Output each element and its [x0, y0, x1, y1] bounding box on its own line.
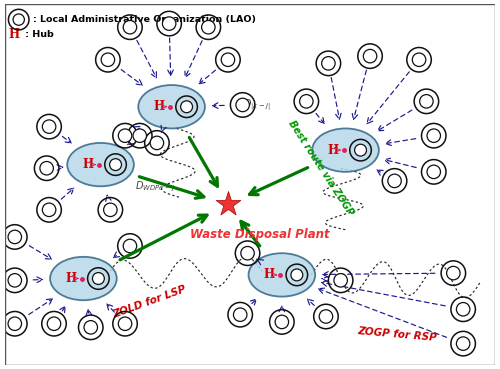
Ellipse shape — [427, 165, 440, 179]
Ellipse shape — [8, 273, 22, 287]
Point — [224, 201, 232, 207]
Ellipse shape — [150, 136, 164, 150]
Ellipse shape — [300, 94, 313, 108]
Ellipse shape — [312, 128, 379, 172]
Ellipse shape — [101, 53, 114, 66]
Ellipse shape — [13, 14, 24, 25]
Ellipse shape — [84, 321, 98, 334]
Ellipse shape — [138, 85, 205, 128]
Text: H: H — [264, 268, 275, 282]
Ellipse shape — [364, 49, 377, 63]
Ellipse shape — [92, 273, 104, 284]
Text: $D_{WDPe-j}$: $D_{WDPe-j}$ — [135, 179, 175, 193]
Ellipse shape — [275, 315, 288, 329]
Text: Best route via ZOGP: Best route via ZOGP — [286, 119, 356, 218]
Ellipse shape — [118, 317, 132, 331]
Text: : Local Administrative Organization (LAO): : Local Administrative Organization (LAO… — [34, 15, 256, 24]
Text: Waste Disposal Plant: Waste Disposal Plant — [190, 228, 330, 241]
Ellipse shape — [104, 203, 117, 217]
Ellipse shape — [8, 230, 22, 244]
Text: H: H — [328, 144, 338, 157]
Ellipse shape — [334, 273, 347, 287]
Text: H: H — [65, 272, 76, 285]
Ellipse shape — [42, 120, 56, 133]
Ellipse shape — [322, 56, 335, 70]
Ellipse shape — [180, 101, 192, 113]
Ellipse shape — [241, 246, 254, 260]
Text: $D_{|k-j|}$: $D_{|k-j|}$ — [242, 97, 270, 113]
Ellipse shape — [162, 17, 176, 30]
Ellipse shape — [50, 257, 116, 300]
Ellipse shape — [319, 310, 332, 323]
Ellipse shape — [133, 129, 146, 142]
Ellipse shape — [8, 317, 22, 331]
Ellipse shape — [291, 269, 303, 281]
Ellipse shape — [354, 144, 366, 156]
Ellipse shape — [123, 239, 136, 253]
Ellipse shape — [412, 53, 426, 66]
Ellipse shape — [456, 337, 470, 350]
Ellipse shape — [118, 129, 132, 142]
Text: ZOGP for RSP: ZOGP for RSP — [357, 326, 437, 343]
Ellipse shape — [248, 253, 315, 297]
Ellipse shape — [123, 20, 136, 34]
Ellipse shape — [388, 174, 402, 187]
Text: H: H — [82, 158, 94, 171]
Ellipse shape — [420, 94, 433, 108]
Ellipse shape — [67, 143, 134, 186]
Text: H: H — [8, 28, 20, 41]
Text: ZOLD for LSP: ZOLD for LSP — [112, 284, 188, 320]
Ellipse shape — [236, 98, 250, 112]
Ellipse shape — [202, 20, 215, 34]
Ellipse shape — [234, 308, 247, 321]
Ellipse shape — [40, 162, 54, 175]
Ellipse shape — [446, 266, 460, 280]
Text: : Hub: : Hub — [22, 30, 54, 39]
Text: H: H — [154, 100, 164, 113]
Ellipse shape — [427, 129, 440, 142]
Ellipse shape — [42, 203, 56, 217]
Ellipse shape — [456, 303, 470, 316]
Ellipse shape — [48, 317, 60, 331]
Ellipse shape — [110, 159, 122, 170]
Ellipse shape — [221, 53, 234, 66]
